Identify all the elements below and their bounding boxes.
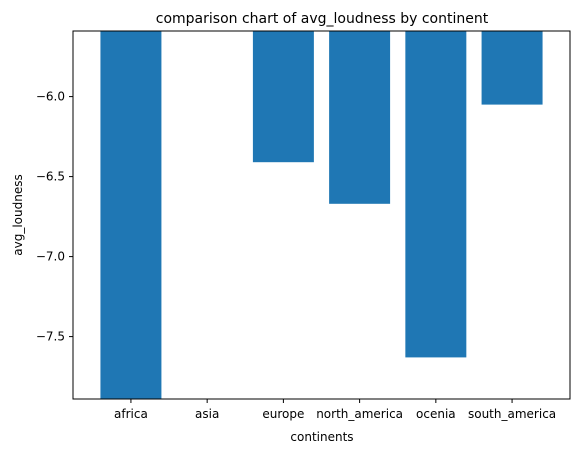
bar-ocenia — [405, 31, 467, 358]
bar-south_america — [481, 31, 543, 105]
x-ticks-layer: africa asia europe north_america ocenia south… — [114, 399, 556, 421]
y-tick-label: −7.0 — [36, 250, 65, 264]
y-tick-label: −7.5 — [36, 330, 65, 344]
bars-layer — [100, 31, 543, 399]
y-ticks-layer: −6.0 −6.5 −7.0 −7.5 — [36, 90, 73, 344]
x-tick-label: north_america — [316, 407, 403, 421]
x-tick-label: europe — [262, 407, 304, 421]
bar-africa — [100, 31, 162, 399]
y-tick-label: −6.0 — [36, 90, 65, 104]
x-tick-label: africa — [114, 407, 148, 421]
bar-north_america — [329, 31, 391, 204]
x-tick-label: ocenia — [416, 407, 456, 421]
y-axis-label: avg_loudness — [11, 174, 25, 255]
x-axis-label: continents — [290, 430, 353, 444]
bar-europe — [252, 31, 314, 163]
plot-frame — [72, 30, 571, 400]
x-tick-label: south_america — [468, 407, 556, 421]
chart-title: comparison chart of avg_loudness by cont… — [156, 11, 489, 27]
y-tick-label: −6.5 — [36, 170, 65, 184]
x-tick-label: asia — [195, 407, 219, 421]
